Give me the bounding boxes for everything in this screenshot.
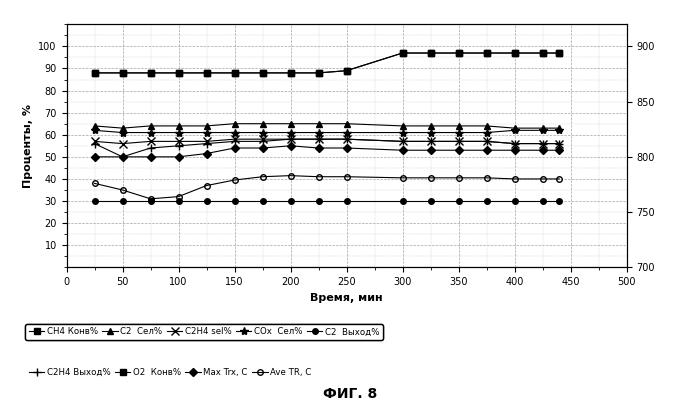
Legend: CH4 Конв%, C2  Сел%, C2H4 sel%, COx  Сел%, C2  Выход%: CH4 Конв%, C2 Сел%, C2H4 sel%, COx Сел%,… (25, 324, 383, 340)
Y-axis label: Проценты, %: Проценты, % (23, 104, 33, 188)
Legend: C2H4 Выход%, O2  Конв%, Max Trx, C, Ave TR, C: C2H4 Выход%, O2 Конв%, Max Trx, C, Ave T… (25, 364, 315, 380)
Text: ФИГ. 8: ФИГ. 8 (323, 387, 377, 401)
X-axis label: Время, мин: Время, мин (310, 292, 383, 303)
